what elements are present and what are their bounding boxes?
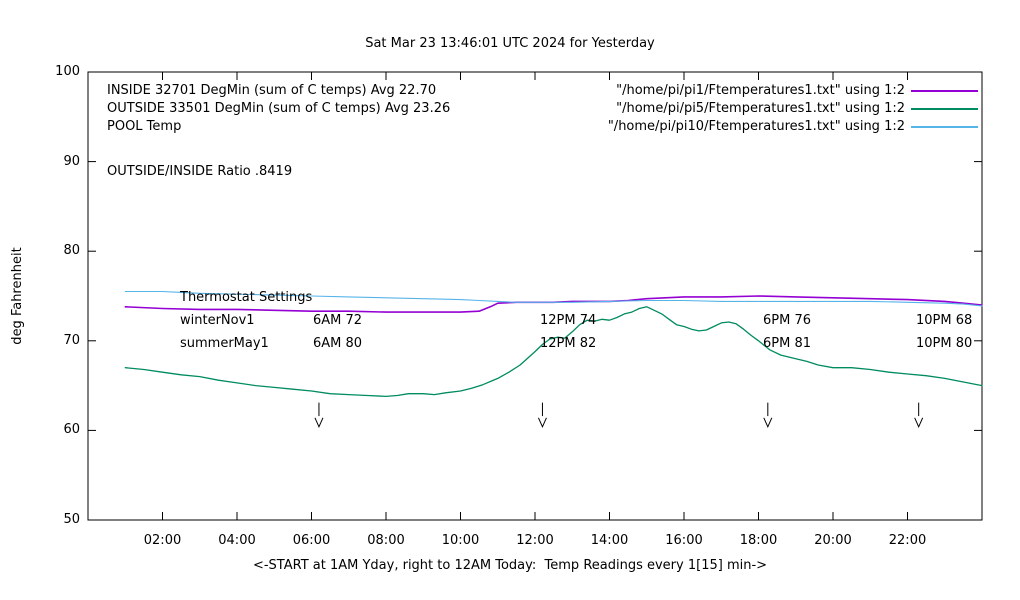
chart-title: Sat Mar 23 13:46:01 UTC 2024 for Yesterd… — [365, 36, 655, 51]
series-line-outside — [124, 306, 983, 398]
y-tick-label: 60 — [63, 422, 80, 438]
legend-line-sample-inside — [911, 90, 978, 92]
legend-row-inside: INSIDE 32701 DegMin (sum of C temps) Avg… — [0, 83, 1020, 99]
x-tick-label: 22:00 — [888, 533, 927, 548]
thermo-summer-12pm: 12PM 82 — [540, 336, 597, 351]
x-tick-label: 08:00 — [367, 533, 405, 548]
legend-line-sample-outside — [911, 108, 978, 110]
x-tick-label: 20:00 — [814, 533, 852, 548]
y-tick-label: 70 — [63, 332, 80, 348]
arrow-head — [914, 417, 924, 429]
arrow-head — [314, 417, 324, 429]
x-tick-label: 18:00 — [739, 533, 778, 548]
legend-file-outside: "/home/pi/pi5/Ftemperatures1.txt" using … — [616, 101, 905, 116]
y-tick-label: 50 — [63, 512, 80, 527]
legend-label-pool: POOL Temp — [107, 119, 182, 134]
arrow-head — [763, 417, 773, 429]
thermostat-settings-heading: Thermostat Settings — [180, 290, 313, 305]
series-line-pool — [124, 290, 983, 307]
thermo-summer-10pm: 10PM 80 — [916, 336, 973, 351]
x-tick-label: 04:00 — [218, 533, 256, 548]
legend-file-inside: "/home/pi/pi1/Ftemperatures1.txt" using … — [616, 83, 905, 98]
thermo-winter-6pm: 6PM 76 — [763, 313, 812, 328]
thermostat-row-summer: summerMay1 6AM 80 12PM 82 6PM 81 10PM 80 — [0, 336, 1020, 352]
x-tick-label: 02:00 — [143, 533, 182, 548]
thermo-winter-6am: 6AM 72 — [313, 313, 363, 328]
thermo-winter-10pm: 10PM 68 — [916, 313, 973, 328]
thermo-summer-6pm: 6PM 81 — [763, 336, 812, 351]
legend-row-pool: POOL Temp "/home/pi/pi10/Ftemperatures1.… — [0, 119, 1020, 135]
outside-inside-ratio-text: OUTSIDE/INSIDE Ratio .8419 — [107, 164, 293, 179]
x-tick-label: 16:00 — [665, 533, 703, 548]
x-tick-label: 10:00 — [441, 533, 480, 548]
legend-line-sample-pool — [911, 126, 978, 128]
thermostat-row-winter: winterNov1 6AM 72 12PM 74 6PM 76 10PM 68 — [0, 313, 1020, 329]
thermo-winter-season: winterNov1 — [180, 313, 255, 328]
legend-file-pool: "/home/pi/pi10/Ftemperatures1.txt" using… — [607, 119, 905, 134]
thermo-winter-12pm: 12PM 74 — [540, 313, 597, 328]
thermo-summer-6am: 6AM 80 — [313, 336, 363, 351]
y-axis-label: deg Fahrenheit — [10, 247, 25, 345]
legend-label-inside: INSIDE 32701 DegMin (sum of C temps) Avg… — [107, 83, 437, 98]
legend-row-outside: OUTSIDE 33501 DegMin (sum of C temps) Av… — [0, 101, 1020, 117]
x-tick-label: 06:00 — [292, 533, 331, 548]
x-tick-label: 12:00 — [516, 533, 554, 548]
arrow-head — [537, 417, 547, 429]
y-tick-label: 100 — [55, 64, 80, 79]
legend-label-outside: OUTSIDE 33501 DegMin (sum of C temps) Av… — [107, 101, 451, 116]
y-tick-label: 80 — [63, 243, 80, 259]
y-tick-label: 90 — [63, 153, 80, 169]
thermo-summer-season: summerMay1 — [180, 336, 269, 351]
x-tick-label: 14:00 — [590, 533, 629, 548]
x-axis-caption: <-START at 1AM Yday, right to 12AM Today… — [252, 558, 768, 573]
